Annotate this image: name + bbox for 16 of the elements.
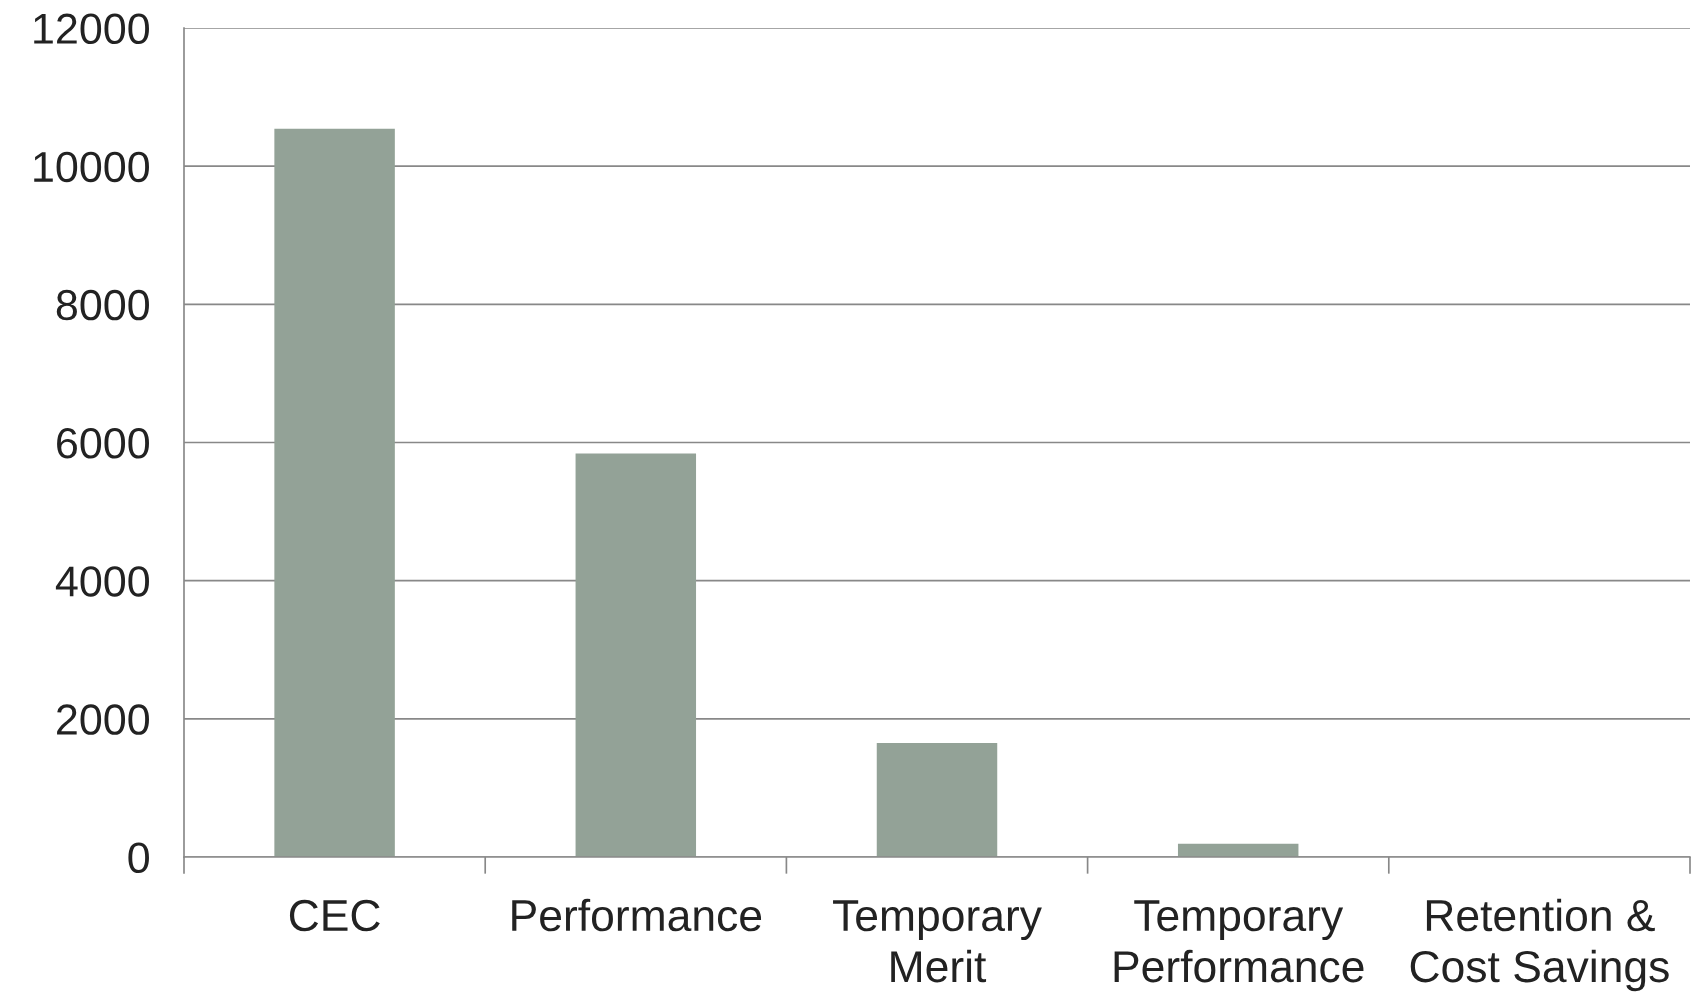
x-tick-label: CEC xyxy=(289,899,380,932)
y-tick-label: 2000 xyxy=(57,704,149,735)
bar xyxy=(274,128,395,857)
y-tick-label: 12000 xyxy=(34,13,149,45)
bar xyxy=(876,743,998,857)
bar xyxy=(575,453,697,857)
y-tick-label: 10000 xyxy=(34,151,149,183)
x-tick-label: Retention & Cost Savings xyxy=(1410,898,1669,992)
y-tick-label: 4000 xyxy=(55,566,149,597)
x-tick-label: Performance xyxy=(512,898,762,932)
x-tick-label: Temporary Merit xyxy=(833,900,1042,983)
y-tick-label: 0 xyxy=(128,842,149,874)
bar xyxy=(1177,843,1299,857)
x-tick-label: Temporary Performance xyxy=(1114,900,1364,983)
y-tick-label: 8000 xyxy=(56,289,149,321)
y-tick-label: 6000 xyxy=(57,428,149,459)
